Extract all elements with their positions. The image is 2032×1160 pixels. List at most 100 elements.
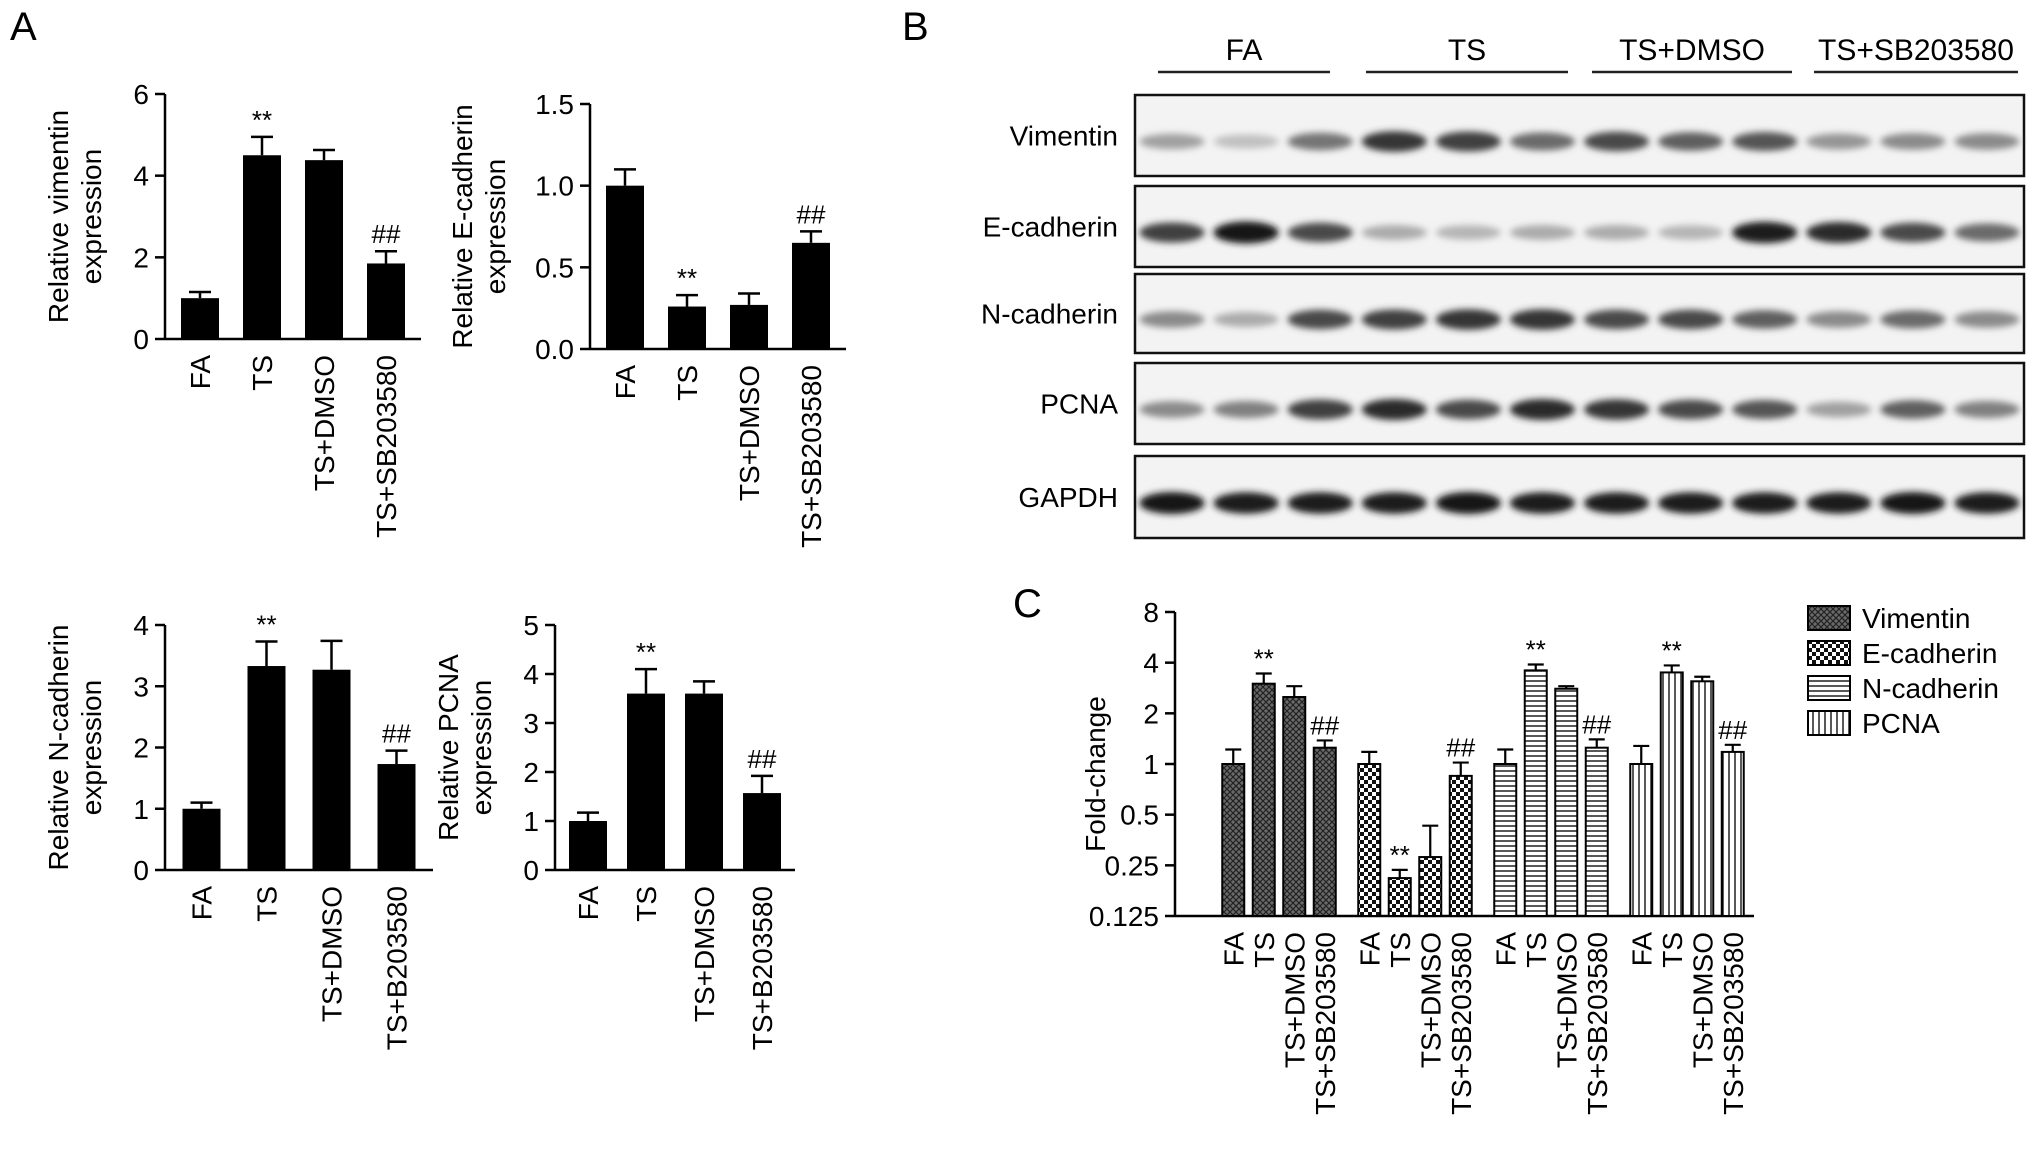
x-category-label: FA <box>185 355 216 390</box>
y-tick-label: 0 <box>133 324 149 355</box>
significance-label: ** <box>1526 635 1546 665</box>
blot-band <box>1509 492 1576 514</box>
legend-swatch <box>1807 675 1851 701</box>
x-category-label: TS <box>247 355 278 391</box>
x-category-label: TS+DMSO <box>309 355 340 491</box>
blot-band <box>1658 399 1724 420</box>
bar <box>243 155 281 339</box>
ecadherin-bar-chart: 0.0 0.5 1.0 1.5 Relative E-cadherin expressio… <box>447 89 846 548</box>
blot-band <box>1213 401 1279 418</box>
blot-band <box>1509 132 1576 151</box>
blot-band <box>1435 225 1501 240</box>
bar <box>1251 682 1276 918</box>
blot-band <box>1880 400 1946 419</box>
bar <box>668 306 706 349</box>
blot-band <box>1509 399 1576 420</box>
blot-band <box>1509 225 1576 240</box>
x-category-label: FA <box>1218 932 1249 967</box>
blot-band <box>1287 399 1353 420</box>
blot-band <box>1954 133 2020 150</box>
x-category-label: FA <box>1490 932 1521 967</box>
y-axis-title: Relative vimentin <box>43 110 74 323</box>
y-tick-label: 4 <box>1143 648 1159 679</box>
blot-band <box>1287 309 1353 330</box>
blot-band <box>1361 492 1427 514</box>
bar <box>1357 763 1382 917</box>
significance-label: ** <box>677 263 697 293</box>
bar <box>377 764 416 870</box>
blot-band <box>1880 133 1946 150</box>
y-tick-label: 1 <box>133 794 149 825</box>
bar <box>627 693 665 870</box>
panel-letter-c: C <box>1013 582 1042 626</box>
x-category-label: TS+DMSO <box>1551 932 1582 1068</box>
y-axis-title: expression <box>76 680 107 815</box>
blot-row-label: N-cadherin <box>981 299 1118 330</box>
blot-band <box>1435 309 1501 330</box>
significance-label: ## <box>797 199 826 229</box>
bar <box>367 263 405 339</box>
blot-band <box>1435 131 1501 152</box>
fold-change-legend: Vimentin E-cadherin N-cadherin PCNA <box>1807 603 1999 739</box>
blot-band <box>1213 134 1279 149</box>
blot-band <box>1509 309 1576 330</box>
bar <box>1448 774 1473 917</box>
x-category-label: TS+SB203580 <box>1446 932 1477 1115</box>
y-tick-label: 3 <box>133 671 149 702</box>
x-category-label: FA <box>573 886 604 921</box>
legend-label: PCNA <box>1862 708 1940 739</box>
y-tick-label: 4 <box>523 659 539 690</box>
y-tick-label: 2 <box>133 733 149 764</box>
x-category-label: TS+DMSO <box>689 886 720 1022</box>
blot-band <box>1732 310 1798 329</box>
blot-band <box>1806 492 1872 514</box>
y-tick-label: 0.5 <box>1120 800 1159 831</box>
x-category-label: TS+DMSO <box>1279 932 1310 1068</box>
blot-band <box>1583 492 1650 514</box>
x-category-label: TS+DMSO <box>734 365 765 501</box>
blot-band <box>1806 133 1872 150</box>
x-category-label: TS+DMSO <box>317 886 348 1022</box>
blot-band <box>1361 399 1427 420</box>
panel-letter-a: A <box>10 5 37 49</box>
blot-strip <box>1133 272 2026 355</box>
significance-label: ** <box>1390 840 1410 870</box>
blot-band <box>1880 492 1946 514</box>
bar <box>182 808 221 870</box>
panel-letter-b: B <box>902 5 929 49</box>
bar <box>1629 763 1654 917</box>
bar <box>685 693 723 870</box>
y-tick-label: 3 <box>523 708 539 739</box>
x-category-label: TS <box>1521 932 1552 968</box>
western-blot: FA TS TS+DMSO TS+SB203580 Vimentin E-cadherin… <box>981 34 2026 540</box>
y-axis-title: Relative N-cadherin <box>43 625 74 871</box>
x-category-label: FA <box>1626 932 1657 967</box>
blot-band <box>1139 222 1205 243</box>
blot-band <box>1287 222 1353 243</box>
blot-band <box>1806 311 1872 328</box>
x-category-label: TS+SB203580 <box>1718 932 1749 1115</box>
y-tick-label: 1.0 <box>535 171 574 202</box>
x-category-label: FA <box>1354 932 1385 967</box>
bar <box>1282 696 1307 918</box>
blot-strip <box>1133 361 2026 446</box>
blot-band <box>1435 492 1501 514</box>
significance-label: ** <box>1254 643 1274 673</box>
lane-group-label: TS <box>1448 34 1486 67</box>
bar <box>569 821 607 870</box>
significance-label: ** <box>256 610 276 640</box>
blot-strip <box>1133 184 2026 269</box>
y-tick-label: 0 <box>523 855 539 886</box>
x-category-label: TS <box>631 886 662 922</box>
y-tick-label: 1.5 <box>535 89 574 120</box>
ncadherin-bar-chart: 0 1 2 3 4 Relative N-cadherin expression FA ** TS… <box>43 610 433 1050</box>
blot-band <box>1806 401 1872 418</box>
blot-band <box>1658 492 1724 514</box>
y-axis-title: expression <box>480 159 511 294</box>
bar <box>1720 750 1745 918</box>
significance-label: ## <box>748 744 777 774</box>
bar <box>1312 746 1337 917</box>
y-tick-label: 1 <box>1143 749 1159 780</box>
significance-label: ## <box>1718 715 1747 745</box>
bar <box>1221 763 1246 917</box>
